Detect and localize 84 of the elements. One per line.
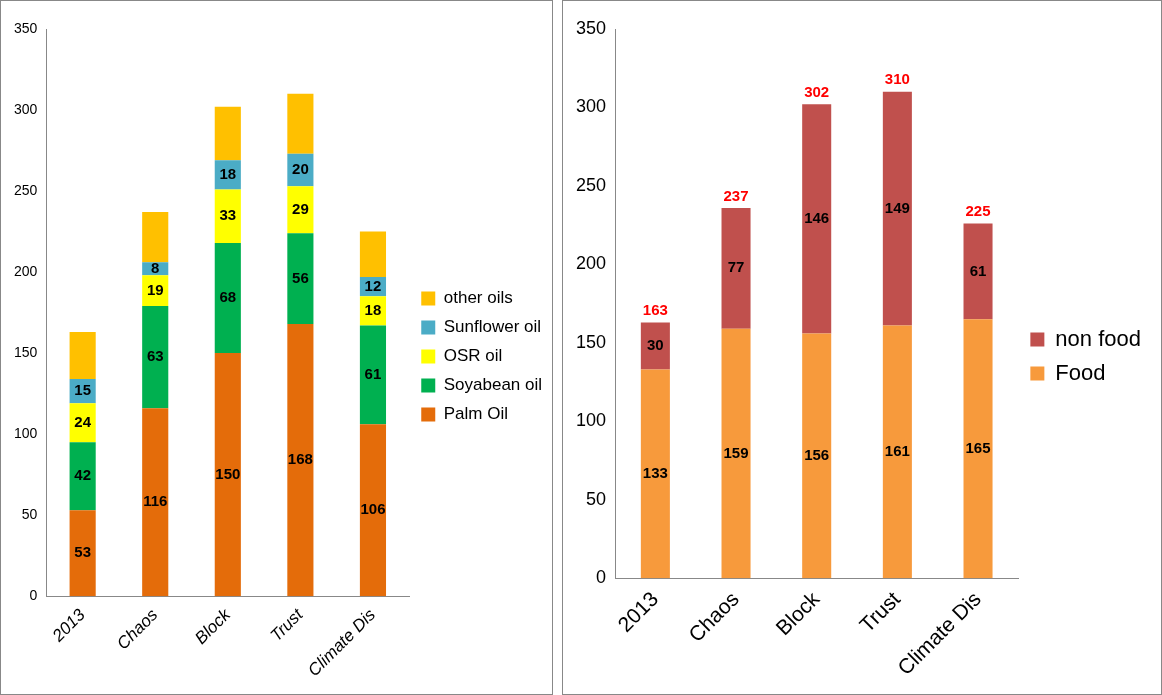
total-label: 163 bbox=[642, 301, 668, 319]
y-tick-label: 200 bbox=[14, 262, 38, 279]
data-label: 19 bbox=[146, 280, 164, 298]
data-label: 18 bbox=[364, 301, 382, 319]
y-tick-label: 350 bbox=[14, 19, 38, 36]
bar bbox=[214, 242, 241, 354]
total-label: 225 bbox=[965, 202, 991, 220]
data-label: 63 bbox=[146, 347, 164, 365]
y-tick-label: 300 bbox=[14, 100, 38, 117]
bar bbox=[640, 369, 670, 579]
legend-label: Food bbox=[1055, 359, 1106, 385]
data-label: 116 bbox=[143, 492, 168, 510]
y-tick-label: 250 bbox=[575, 174, 607, 195]
data-label: 149 bbox=[884, 198, 910, 216]
bar bbox=[802, 104, 832, 334]
y-tick-label: 50 bbox=[21, 505, 38, 522]
bar bbox=[640, 322, 670, 370]
data-label: 150 bbox=[215, 464, 241, 482]
data-label: 106 bbox=[360, 500, 386, 518]
data-label: 61 bbox=[969, 261, 987, 279]
bar bbox=[287, 323, 314, 597]
bar bbox=[287, 93, 314, 154]
data-label: 68 bbox=[219, 288, 237, 306]
legend-label: other oils bbox=[443, 288, 513, 308]
data-label: 42 bbox=[74, 466, 91, 484]
y-tick-label: 0 bbox=[29, 586, 38, 603]
data-label: 168 bbox=[287, 450, 313, 468]
legend-label: non food bbox=[1055, 325, 1141, 351]
bar bbox=[214, 189, 241, 243]
bar bbox=[359, 424, 387, 597]
y-tick-label: 0 bbox=[596, 567, 607, 588]
legend-label: Sunflower oil bbox=[443, 317, 542, 337]
data-label: 53 bbox=[74, 543, 91, 561]
legend-label: Palm Oil bbox=[443, 404, 508, 424]
bar bbox=[963, 223, 993, 320]
total-label: 237 bbox=[723, 186, 749, 204]
y-tick-label: 100 bbox=[14, 424, 38, 441]
data-label: 30 bbox=[647, 336, 664, 354]
bar bbox=[69, 442, 96, 511]
data-label: 18 bbox=[219, 164, 237, 182]
bar bbox=[142, 408, 169, 597]
y-tick-label: 200 bbox=[575, 253, 607, 274]
y-tick-label: 250 bbox=[14, 181, 38, 198]
y-tick-label: 150 bbox=[14, 343, 38, 360]
data-label: 77 bbox=[727, 258, 745, 276]
bar bbox=[214, 106, 241, 161]
legend-label: OSR oil bbox=[443, 346, 503, 366]
data-label: 156 bbox=[804, 446, 830, 464]
bar bbox=[142, 306, 169, 409]
data-label: 133 bbox=[642, 464, 668, 482]
bar bbox=[963, 319, 993, 579]
bar bbox=[214, 353, 241, 597]
bar bbox=[359, 325, 387, 425]
data-label: 33 bbox=[219, 206, 237, 224]
bar bbox=[882, 91, 912, 326]
bar bbox=[142, 212, 169, 263]
data-label: 161 bbox=[884, 442, 910, 460]
data-label: 165 bbox=[965, 438, 991, 456]
data-label: 29 bbox=[292, 199, 309, 217]
data-label: 24 bbox=[74, 412, 92, 430]
y-tick-label: 50 bbox=[586, 488, 607, 509]
data-label: 61 bbox=[364, 365, 382, 383]
bar bbox=[882, 325, 912, 579]
data-label: 12 bbox=[364, 276, 382, 294]
y-tick-label: 350 bbox=[575, 17, 607, 38]
data-label: 15 bbox=[74, 381, 91, 399]
total-label: 310 bbox=[884, 70, 910, 88]
data-label: 146 bbox=[804, 209, 830, 227]
total-label: 302 bbox=[804, 82, 830, 100]
data-label: 56 bbox=[292, 268, 309, 286]
bar bbox=[69, 510, 96, 597]
data-label: 20 bbox=[292, 160, 309, 178]
data-label: 159 bbox=[723, 443, 749, 461]
legend-label: Soyabean oil bbox=[443, 375, 543, 395]
bar bbox=[69, 332, 96, 379]
y-tick-label: 100 bbox=[575, 410, 607, 431]
bar bbox=[802, 333, 832, 579]
bar bbox=[287, 233, 314, 324]
y-tick-label: 300 bbox=[575, 96, 607, 117]
data-label: 8 bbox=[151, 258, 160, 276]
y-tick-label: 150 bbox=[575, 331, 607, 352]
bar bbox=[721, 207, 751, 329]
bar bbox=[359, 231, 387, 277]
bar bbox=[721, 328, 751, 579]
